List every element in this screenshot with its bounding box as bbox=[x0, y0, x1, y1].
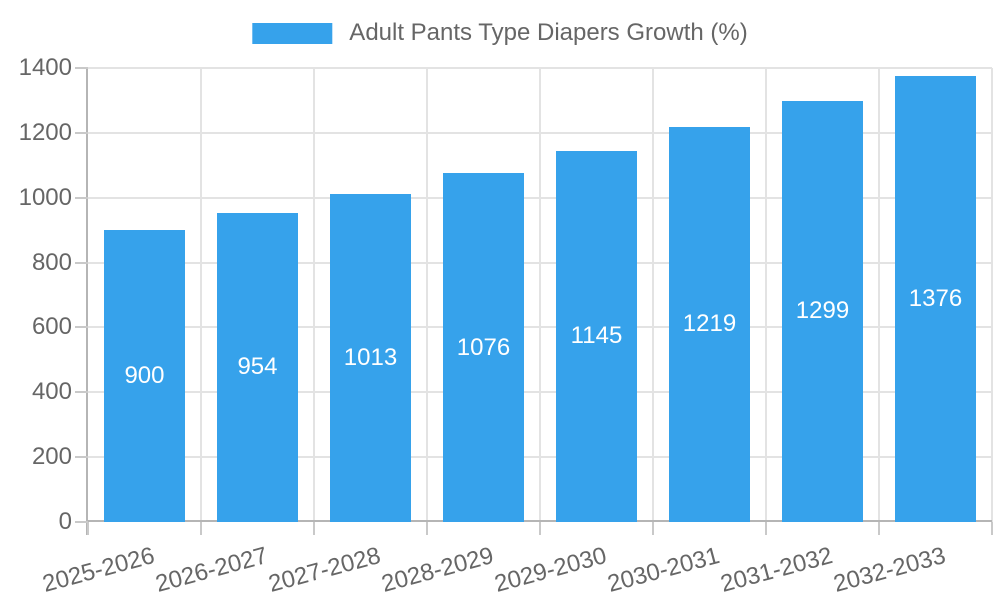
x-axis-tick bbox=[878, 522, 880, 535]
bar[interactable]: 954 bbox=[216, 212, 299, 522]
bar[interactable]: 1299 bbox=[781, 100, 864, 522]
y-axis-label: 1400 bbox=[18, 54, 72, 81]
bar-value-label: 1145 bbox=[570, 322, 623, 350]
x-axis-label: 2025-2026 bbox=[39, 542, 158, 598]
y-axis-label: 400 bbox=[31, 378, 72, 406]
gridline-vertical bbox=[313, 68, 315, 522]
gridline-vertical bbox=[539, 68, 541, 522]
bar-value-label: 954 bbox=[237, 353, 278, 381]
bar-value-label: 1376 bbox=[908, 284, 963, 312]
bar-value-label: 1013 bbox=[343, 343, 398, 371]
y-axis-tick bbox=[75, 521, 88, 523]
x-axis-label: 2028-2029 bbox=[378, 542, 497, 598]
y-axis-tick bbox=[75, 456, 88, 459]
gridline-vertical bbox=[652, 68, 654, 522]
bar[interactable]: 1145 bbox=[555, 150, 638, 522]
gridline-vertical bbox=[878, 68, 880, 522]
y-axis-label: 800 bbox=[31, 248, 72, 276]
y-axis-tick bbox=[75, 196, 88, 199]
bar[interactable]: 1376 bbox=[894, 75, 977, 522]
gridline-vertical bbox=[765, 68, 767, 522]
x-axis-line bbox=[86, 520, 992, 522]
y-axis-label: 600 bbox=[31, 313, 72, 341]
bar-value-label: 900 bbox=[124, 362, 165, 390]
y-axis-label: 1000 bbox=[18, 183, 72, 211]
x-axis-tick bbox=[652, 522, 654, 535]
x-axis-label: 2027-2028 bbox=[265, 542, 384, 598]
x-axis-tick bbox=[87, 522, 89, 535]
gridline-vertical bbox=[426, 68, 428, 522]
y-axis-line bbox=[86, 68, 88, 535]
bar[interactable]: 1219 bbox=[668, 126, 751, 522]
x-axis-label: 2029-2030 bbox=[491, 542, 610, 598]
gridline-vertical bbox=[200, 68, 202, 522]
y-axis-label: 1200 bbox=[18, 118, 72, 146]
bar-value-label: 1219 bbox=[682, 310, 737, 338]
bar[interactable]: 1076 bbox=[442, 173, 525, 522]
x-axis-label: 2030-2031 bbox=[604, 542, 723, 598]
x-axis-label: 2026-2027 bbox=[152, 542, 271, 598]
bar-value-label: 1299 bbox=[795, 297, 850, 325]
legend-label: Adult Pants Type Diapers Growth (%) bbox=[349, 19, 748, 46]
legend-item[interactable]: Adult Pants Type Diapers Growth (%) bbox=[252, 19, 748, 46]
bar-value-label: 1076 bbox=[456, 333, 511, 361]
y-axis-tick bbox=[75, 261, 88, 264]
y-axis-tick bbox=[75, 67, 88, 69]
x-axis-tick bbox=[539, 522, 541, 535]
x-axis-tick bbox=[200, 522, 202, 535]
gridline-vertical bbox=[991, 68, 993, 522]
plot-area: 900 954 1013 1076 1145 1219 1299 1376 bbox=[88, 67, 993, 522]
x-axis-tick bbox=[991, 522, 993, 535]
y-axis-label: 200 bbox=[31, 443, 72, 471]
y-axis-label: 0 bbox=[58, 508, 72, 535]
x-axis-label: 2032-2033 bbox=[830, 542, 949, 598]
y-axis-tick bbox=[75, 326, 88, 329]
y-axis-tick bbox=[75, 391, 88, 394]
x-axis-tick bbox=[313, 522, 315, 535]
bar[interactable]: 900 bbox=[103, 230, 186, 522]
x-axis-label: 2031-2032 bbox=[717, 542, 836, 598]
x-axis-tick bbox=[765, 522, 767, 535]
y-axis-tick bbox=[75, 131, 88, 134]
legend-swatch bbox=[252, 22, 333, 44]
bar[interactable]: 1013 bbox=[329, 193, 412, 522]
x-axis-tick bbox=[426, 522, 428, 535]
